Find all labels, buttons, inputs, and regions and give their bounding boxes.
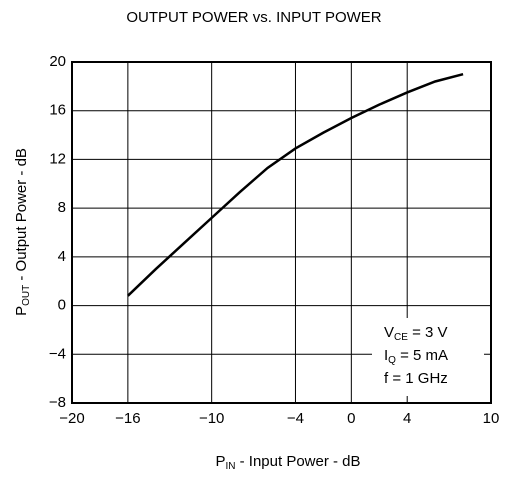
x-axis-label: PIN - Input Power - dB	[215, 453, 360, 472]
data-line	[127, 72, 464, 297]
y-tick-label: 0	[58, 297, 66, 314]
annotation-part: I	[384, 347, 388, 364]
x-tick-label: −16	[115, 410, 140, 427]
x-tick-label: −10	[199, 410, 224, 427]
y-tick-label: 16	[49, 102, 66, 119]
y-tick-label: −4	[49, 345, 66, 362]
annotation: f = 1 GHz	[384, 370, 448, 387]
annotation-part: f = 1 GHz	[384, 370, 448, 387]
annotation-box	[372, 318, 484, 396]
x-tick-label: −20	[59, 410, 84, 427]
y-tick-label: 8	[58, 199, 66, 216]
plot-frame	[71, 61, 492, 404]
x-tick-label: 0	[347, 410, 355, 427]
x-axis-label-part: - Input Power - dB	[235, 453, 360, 470]
chart-title: OUTPUT POWER vs. INPUT POWER	[126, 9, 381, 26]
y-tick-label: −8	[49, 394, 66, 411]
annotation-part: CE	[394, 332, 408, 343]
annotation-part: = 3 V	[408, 324, 448, 341]
annotation: IQ = 5 mA	[384, 347, 448, 366]
y-axis-label-part: - Output Power - dB	[13, 148, 30, 285]
x-axis-label-part: P	[215, 453, 225, 470]
annotation-part: = 5 mA	[396, 347, 448, 364]
y-axis-label-part: OUT	[21, 285, 32, 306]
annotation: VCE = 3 V	[384, 324, 448, 343]
annotation-part: Q	[388, 355, 396, 366]
y-tick-label: 20	[49, 53, 66, 70]
annotation-part: V	[384, 324, 394, 341]
x-tick-label: −4	[287, 410, 304, 427]
x-axis-label-part: IN	[225, 461, 235, 472]
x-tick-label: 4	[403, 410, 411, 427]
y-tick-label: 4	[58, 248, 66, 265]
y-axis-label: POUT - Output Power - dB	[13, 148, 32, 316]
x-tick-label: 10	[483, 410, 500, 427]
y-tick-label: 12	[49, 150, 66, 167]
y-axis-label-part: P	[13, 306, 30, 316]
